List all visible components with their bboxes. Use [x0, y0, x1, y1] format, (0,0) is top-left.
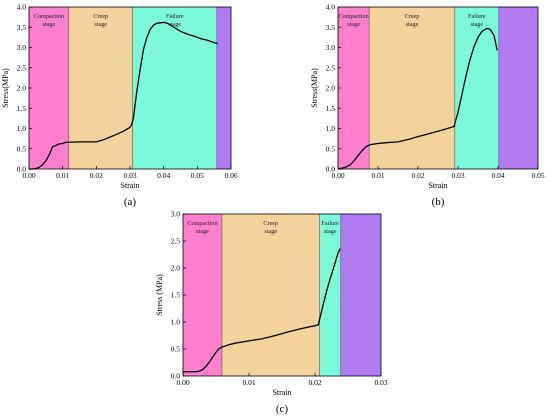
stage-label: Failure [468, 13, 486, 20]
stage-label: stage [324, 228, 337, 235]
y-tick-label: 2.0 [171, 264, 181, 273]
x-tick-label: 0.03 [374, 378, 387, 387]
x-tick-label: 0.01 [242, 378, 255, 387]
y-tick-label: 1.5 [17, 104, 27, 113]
stage-region [132, 7, 217, 169]
y-tick-label: 3.0 [171, 210, 181, 219]
x-axis-title: Strain [120, 181, 139, 190]
y-tick-label: 0.5 [17, 144, 27, 153]
y-tick-label: 4.0 [17, 3, 27, 12]
stage-region [340, 214, 381, 376]
stage-region [319, 214, 341, 376]
stage-label: stage [94, 21, 107, 28]
y-tick-label: 0.5 [171, 345, 181, 354]
x-tick-label: 0.05 [191, 171, 204, 180]
y-tick-label: 0.0 [171, 372, 181, 381]
y-tick-label: 3.5 [326, 23, 336, 32]
y-tick-label: 1.0 [326, 124, 336, 133]
y-tick-label: 0.0 [17, 165, 27, 174]
x-tick-label: 0.03 [123, 171, 136, 180]
stage-label: Compaction [34, 13, 64, 20]
chart-panel-b: CompactionstageCreepstageFailurestage0.0… [310, 3, 545, 208]
x-tick-label: 0.01 [371, 171, 384, 180]
stage-region [498, 7, 538, 169]
stage-label: Compaction [338, 13, 368, 20]
x-tick-label: 0.02 [90, 171, 103, 180]
y-tick-label: 1.0 [171, 318, 181, 327]
y-tick-label: 2.0 [17, 84, 27, 93]
x-tick-label: 0.03 [451, 171, 464, 180]
panel-caption: (b) [432, 196, 445, 208]
y-tick-label: 2.5 [17, 63, 27, 72]
stage-region [183, 214, 222, 376]
y-tick-label: 2.5 [171, 237, 181, 246]
y-tick-label: 3.0 [326, 43, 336, 52]
x-tick-label: 0.04 [157, 171, 170, 180]
x-tick-label: 0.04 [491, 171, 504, 180]
stage-region [221, 214, 320, 376]
stage-region [454, 7, 499, 169]
y-tick-label: 1.0 [17, 124, 27, 133]
stage-region [338, 7, 370, 169]
x-tick-label: 0.00 [331, 171, 344, 180]
stage-region [68, 7, 133, 169]
stress-strain-curve [337, 27, 498, 170]
chart-panel-c: CompactionstageCreepstageFailurestage0.0… [155, 210, 388, 415]
y-axis-title: Stress(MPa) [1, 68, 10, 108]
y-tick-label: 3.5 [17, 23, 27, 32]
y-tick-label: 1.5 [326, 104, 336, 113]
x-tick-label: 0.01 [56, 171, 69, 180]
stage-region [369, 7, 455, 169]
stage-label: Failure [321, 220, 339, 227]
stage-label: stage [196, 228, 209, 235]
x-tick-label: 0.00 [176, 378, 189, 387]
stage-label: stage [347, 21, 360, 28]
x-axis-title: Strain [428, 181, 447, 190]
stage-label: stage [406, 21, 419, 28]
stage-label: Creep [93, 13, 108, 20]
y-axis-title: Stress (MPa) [155, 274, 164, 316]
x-tick-label: 0.00 [22, 171, 35, 180]
x-tick-label: 0.06 [224, 171, 237, 180]
stage-label: stage [168, 21, 181, 28]
stress-strain-curve [183, 248, 341, 373]
panel-caption: (c) [276, 403, 289, 415]
x-tick-label: 0.05 [531, 171, 544, 180]
y-tick-label: 3.0 [17, 43, 27, 52]
stage-label: stage [43, 21, 56, 28]
y-tick-label: 0.5 [326, 144, 336, 153]
y-axis-title: Stress(MPa) [310, 68, 319, 108]
panel-caption: (a) [124, 196, 137, 208]
stage-label: stage [264, 228, 277, 235]
y-tick-label: 2.5 [326, 63, 336, 72]
chart-panel-a: CompactionstageCreepstageFailurestage0.0… [1, 3, 238, 208]
y-tick-label: 1.5 [171, 291, 181, 300]
stage-label: Compaction [187, 220, 217, 227]
y-tick-label: 2.0 [326, 84, 336, 93]
x-tick-label: 0.02 [411, 171, 424, 180]
stress-strain-curve [29, 21, 218, 170]
y-tick-label: 0.0 [326, 165, 336, 174]
stage-label: Creep [405, 13, 420, 20]
stage-label: stage [470, 21, 483, 28]
y-tick-label: 4.0 [326, 3, 336, 12]
x-axis-title: Strain [272, 388, 291, 397]
stage-label: Failure [166, 13, 184, 20]
stage-region [29, 7, 69, 169]
stage-label: Creep [263, 220, 278, 227]
stage-region [216, 7, 231, 169]
x-tick-label: 0.02 [308, 378, 321, 387]
